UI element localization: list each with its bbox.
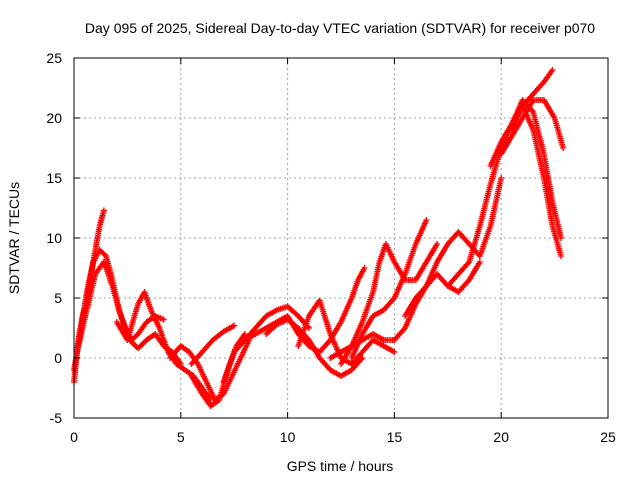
data-point — [361, 265, 368, 271]
data-point — [390, 296, 397, 303]
data-point — [549, 67, 556, 73]
y-axis-label: SDTVAR / TECUs — [6, 182, 22, 294]
data-point — [272, 322, 279, 329]
data-point — [476, 259, 483, 265]
y-tick-label: 10 — [46, 230, 62, 246]
series-arc-12 — [316, 265, 368, 355]
axis-ticks: 0 5 10 15 20 25 -5 0 5 10 15 20 25 — [46, 50, 616, 445]
data-point — [358, 356, 365, 363]
data-point — [498, 175, 505, 181]
x-tick-label: 25 — [600, 429, 616, 445]
y-tick-label: 20 — [46, 110, 62, 126]
series-arc-8 — [220, 303, 312, 385]
data-point — [160, 316, 167, 323]
data-point — [529, 107, 536, 114]
x-tick-label: 10 — [280, 429, 296, 445]
data-point — [558, 235, 565, 241]
data-point — [101, 251, 108, 258]
data-point — [560, 145, 567, 151]
x-tick-label: 15 — [387, 429, 403, 445]
x-tick-label: 0 — [70, 429, 78, 445]
chart-title: Day 095 of 2025, Sidereal Day-to-day VTE… — [85, 20, 595, 36]
data-points — [71, 67, 567, 409]
data-point — [558, 253, 565, 259]
x-tick-label: 20 — [493, 429, 509, 445]
series-arc-5 — [167, 337, 253, 403]
series-arc-14 — [338, 241, 441, 367]
data-point — [241, 331, 248, 337]
x-tick-label: 5 — [177, 429, 185, 445]
y-tick-label: -5 — [50, 410, 63, 426]
series-arc-15 — [348, 217, 430, 361]
data-point — [464, 260, 471, 267]
x-axis-label: GPS time / hours — [287, 458, 394, 474]
series-arc-16 — [402, 175, 505, 319]
y-tick-label: 0 — [54, 350, 62, 366]
data-point — [100, 207, 107, 214]
data-point — [434, 241, 441, 247]
data-point — [391, 349, 398, 355]
data-point — [305, 325, 312, 331]
data-point — [423, 217, 430, 223]
data-point — [359, 355, 366, 361]
data-point — [400, 326, 407, 333]
series-arc-20 — [498, 97, 567, 157]
y-tick-label: 5 — [54, 290, 62, 306]
data-point — [231, 322, 238, 329]
data-point — [422, 284, 429, 291]
series-arc-7 — [188, 322, 238, 367]
series-arc-18 — [487, 97, 565, 241]
y-tick-label: 25 — [46, 50, 62, 66]
y-tick-label: 15 — [46, 170, 62, 186]
